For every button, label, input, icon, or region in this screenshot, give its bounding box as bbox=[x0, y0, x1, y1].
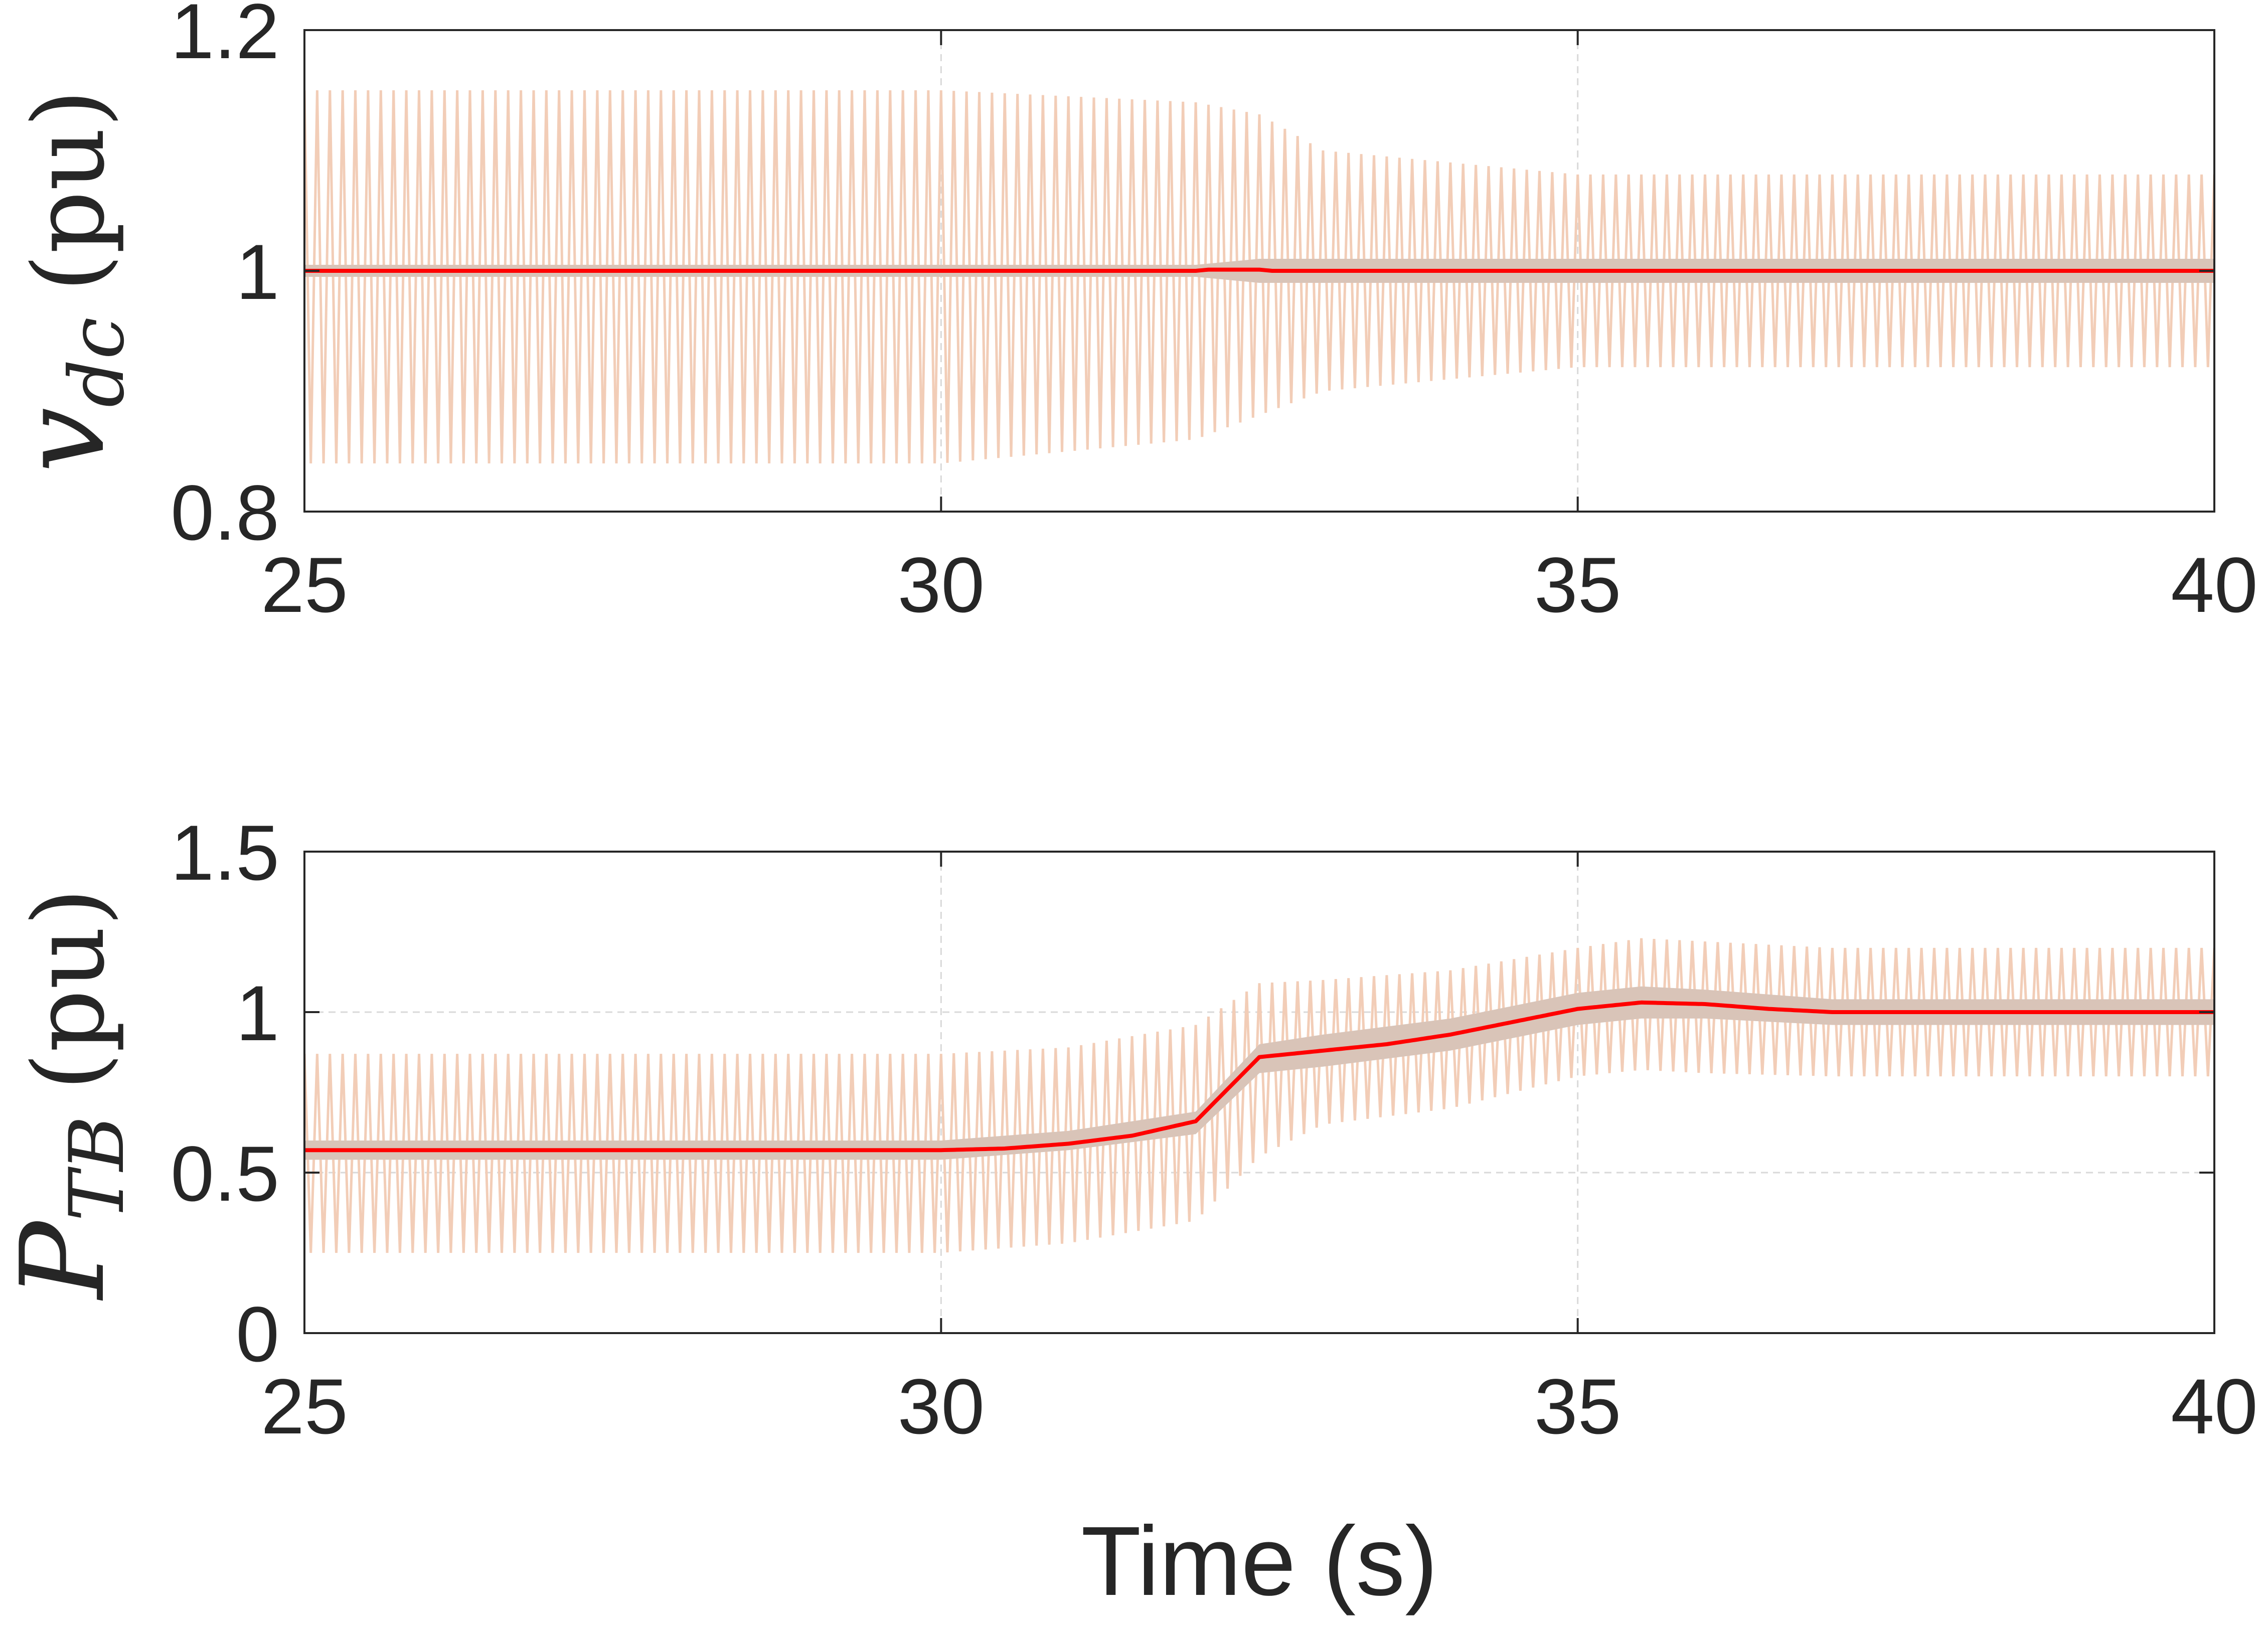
ptb-xtick-label: 35 bbox=[1534, 1363, 1622, 1450]
vdc-ticks: 25 30 35 40 0.8 1 1.2 bbox=[171, 0, 2258, 629]
ptb-xtick-label: 30 bbox=[898, 1363, 985, 1450]
ptb-ytick-label: 1.5 bbox=[171, 809, 279, 897]
vdc-ytick-label: 0.8 bbox=[171, 469, 279, 557]
svg-text:PTB(pu): PTB (pu) bbox=[0, 888, 141, 1301]
vdc-xtick-label: 25 bbox=[261, 542, 348, 629]
x-axis-title: Time (s) bbox=[1081, 1506, 1437, 1616]
vdc-ytick-label: 1.2 bbox=[171, 0, 279, 75]
ptb-ticks: 25 30 35 40 0 0.5 1 1.5 bbox=[171, 809, 2258, 1450]
vdc-xtick-label: 30 bbox=[898, 542, 985, 629]
vdc-subplot: 25 30 35 40 0.8 1 1.2 vdc (pu) bbox=[0, 0, 2258, 629]
vdc-ytick-label: 1 bbox=[236, 229, 279, 316]
vdc-xtick-label: 35 bbox=[1534, 542, 1622, 629]
vdc-ylabel-unit: (pu) bbox=[12, 89, 126, 292]
vdc-ylabel-symbol: v bbox=[0, 407, 130, 472]
vdc-ylabel: vdc (pu) bbox=[0, 89, 141, 473]
vdc-oscillation-trace bbox=[304, 90, 2214, 464]
ptb-ylabel-subscript: TB bbox=[54, 1116, 141, 1221]
ptb-ylabel-symbol: P bbox=[0, 1219, 130, 1301]
svg-text:vdc(pu): vdc (pu) bbox=[0, 89, 141, 473]
ptb-oscillation-trace bbox=[304, 938, 2214, 1253]
vdc-xtick-label: 40 bbox=[2171, 542, 2258, 629]
ptb-band bbox=[304, 986, 2214, 1160]
ptb-xtick-label: 40 bbox=[2171, 1363, 2258, 1450]
vdc-mean-line bbox=[304, 267, 2214, 273]
ptb-ytick-label: 0.5 bbox=[171, 1130, 279, 1218]
ptb-series bbox=[304, 938, 2214, 1253]
ptb-gridlines bbox=[304, 852, 2214, 1333]
ptb-mean-line bbox=[304, 1000, 2214, 1153]
ptb-subplot: 25 30 35 40 0 0.5 1 1.5 PTB (pu) Time (s) bbox=[0, 809, 2258, 1616]
ptb-ylabel: PTB (pu) bbox=[0, 888, 141, 1301]
ptb-ytick-label: 0 bbox=[236, 1291, 279, 1378]
ptb-axes-frame bbox=[303, 851, 2215, 1334]
ptb-ylabel-unit: (pu) bbox=[12, 888, 126, 1091]
vdc-ylabel-subscript: dc bbox=[54, 317, 141, 407]
ptb-ytick-label: 1 bbox=[236, 970, 279, 1057]
vdc-series bbox=[304, 90, 2214, 464]
ptb-xtick-label: 25 bbox=[261, 1363, 348, 1450]
